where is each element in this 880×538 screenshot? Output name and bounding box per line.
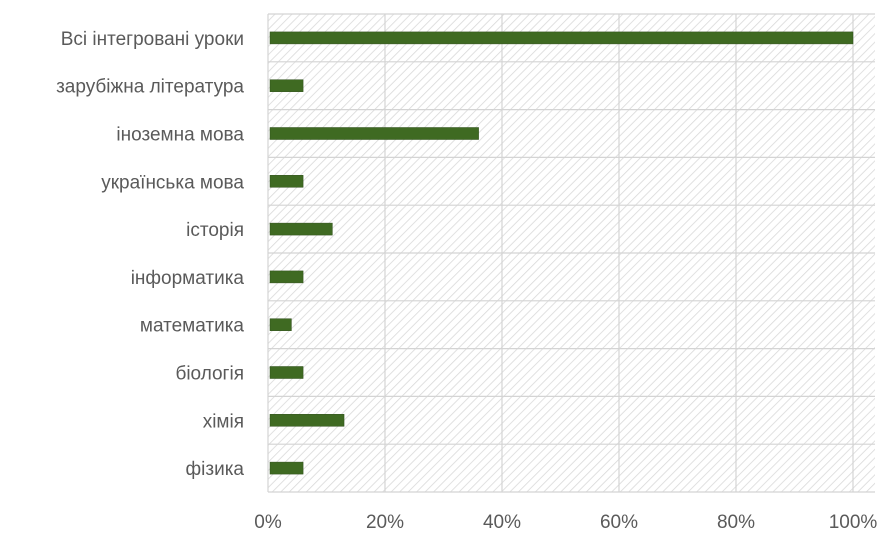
- bar: [269, 414, 345, 427]
- bar: [269, 175, 304, 188]
- bar: [269, 318, 292, 331]
- category-label: зарубіжна література: [56, 77, 244, 98]
- x-tick-label: 80%: [717, 512, 755, 533]
- bar: [269, 79, 304, 92]
- bar: [269, 366, 304, 379]
- gridlines: [267, 13, 875, 493]
- category-labels: Всі інтегровані уроки зарубіжна літератур…: [56, 29, 244, 480]
- x-tick-label: 60%: [600, 512, 638, 533]
- bar: [269, 127, 479, 140]
- category-label: фізика: [186, 459, 245, 480]
- bars: [269, 31, 854, 475]
- bar: [269, 31, 854, 45]
- category-label: українська мова: [101, 172, 244, 193]
- x-tick-label: 20%: [366, 512, 404, 533]
- category-label: біологія: [175, 364, 244, 385]
- bar: [269, 222, 333, 236]
- x-axis-tick-labels: 0% 20% 40% 60% 80% 100%: [254, 512, 877, 533]
- category-label: інформатика: [131, 268, 245, 289]
- bar: [269, 270, 304, 284]
- x-tick-label: 40%: [483, 512, 521, 533]
- category-label: Всі інтегровані уроки: [61, 29, 244, 50]
- x-tick-label: 100%: [829, 512, 878, 533]
- category-label: іноземна мова: [116, 125, 244, 146]
- x-tick-label: 0%: [254, 512, 282, 533]
- category-label: математика: [140, 316, 245, 337]
- bar: [269, 461, 304, 475]
- category-label: хімія: [203, 411, 244, 432]
- category-label: історія: [186, 220, 244, 241]
